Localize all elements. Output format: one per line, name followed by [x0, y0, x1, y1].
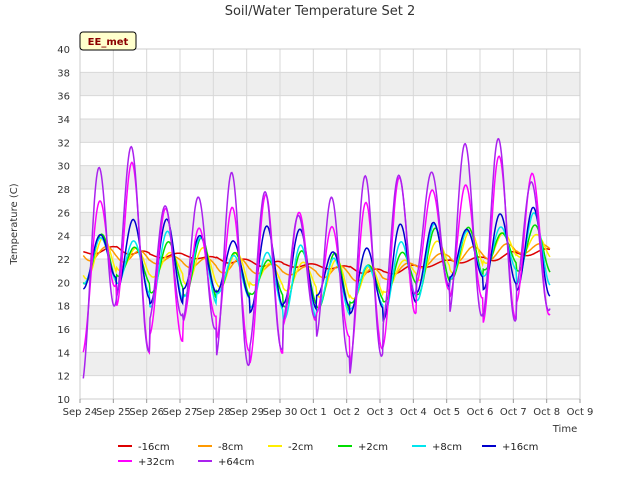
x-tick-label: Oct 2: [333, 407, 360, 418]
x-tick-label: Sep 29: [229, 407, 264, 418]
y-tick-label: 10: [57, 395, 70, 406]
y-tick-label: 34: [57, 115, 70, 126]
x-tick-label: Oct 6: [467, 407, 494, 418]
series-lines: [82, 137, 551, 379]
y-tick-label: 20: [57, 278, 70, 289]
x-tick-label: Sep 28: [196, 407, 231, 418]
y-tick-label: 40: [57, 45, 70, 56]
y-tick-label: 36: [57, 92, 70, 103]
grid-band: [80, 212, 580, 236]
y-tick-label: 32: [57, 138, 70, 149]
grid-band: [80, 119, 580, 143]
x-axis-label: Time: [552, 424, 577, 435]
legend-label-+2cm: +2cm: [358, 442, 388, 453]
legend-label--8cm: -8cm: [218, 442, 243, 453]
x-tick-label: Oct 8: [533, 407, 560, 418]
y-axis-label: Temperature (C): [9, 183, 20, 265]
x-tick-label: Oct 9: [567, 407, 594, 418]
x-tick-label: Sep 26: [129, 407, 164, 418]
badge-label: EE_met: [88, 37, 129, 48]
y-tick-label: 14: [57, 348, 70, 359]
y-tick-label: 16: [57, 325, 70, 336]
grid-band: [80, 305, 580, 329]
x-tick-label: Oct 1: [300, 407, 327, 418]
x-tick-label: Oct 4: [400, 407, 427, 418]
y-tick-label: 24: [57, 232, 70, 243]
x-tick-label: Sep 25: [96, 407, 131, 418]
legend-label-+8cm: +8cm: [432, 442, 462, 453]
y-tick-label: 12: [57, 372, 70, 383]
y-tick-label: 30: [57, 162, 70, 173]
grid-band: [80, 165, 580, 189]
series-line-+64cm: [82, 137, 551, 379]
y-tick-label: 18: [57, 302, 70, 313]
x-tick-label: Sep 24: [63, 407, 98, 418]
x-tick-label: Oct 5: [433, 407, 460, 418]
y-tick-label: 38: [57, 68, 70, 79]
legend-label-+16cm: +16cm: [502, 442, 538, 453]
badge-box: [79, 31, 137, 51]
y-axis: 10 12 14 16 18 20 22 24 26 28 30 32 34 36 38 40: [57, 45, 70, 406]
x-tick-label: Oct 3: [367, 407, 394, 418]
x-tick-label: Oct 7: [500, 407, 527, 418]
legend-label-+32cm: +32cm: [138, 457, 174, 468]
y-tick-label: 22: [57, 255, 70, 266]
y-tick-label: 26: [57, 208, 70, 219]
legend-label--2cm: -2cm: [288, 442, 313, 453]
y-tick-label: 28: [57, 185, 70, 196]
chart-title: Soil/Water Temperature Set 2: [225, 4, 416, 19]
plot-border: [79, 48, 581, 400]
grid-band: [80, 352, 580, 376]
x-tick-label: Sep 27: [163, 407, 198, 418]
legend: -16cm -8cm -2cm +2cm +8cm +16cm +32cm +64cm: [118, 442, 538, 468]
legend-label-+64cm: +64cm: [218, 457, 254, 468]
x-tick-label: Sep 30: [263, 407, 298, 418]
series-line-+16cm: [82, 206, 551, 322]
grid-band: [80, 72, 580, 96]
legend-label--16cm: -16cm: [138, 442, 170, 453]
